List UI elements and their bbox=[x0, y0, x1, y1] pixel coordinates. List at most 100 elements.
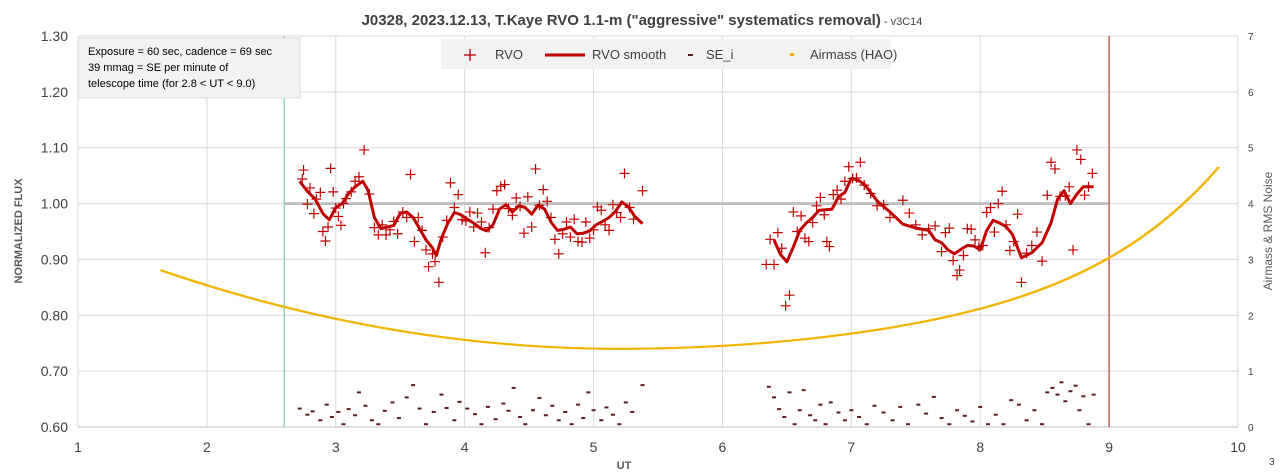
airmass-point bbox=[331, 317, 335, 320]
airmass-point bbox=[1199, 185, 1203, 188]
airmass-point bbox=[509, 343, 513, 346]
airmass-point bbox=[998, 302, 1002, 305]
rvo-point bbox=[917, 229, 928, 240]
airmass-point bbox=[449, 337, 453, 340]
airmass-point bbox=[229, 291, 233, 294]
airmass-point bbox=[1136, 238, 1140, 241]
airmass-point bbox=[307, 311, 311, 314]
airmass-point bbox=[464, 339, 468, 342]
airmass-point bbox=[333, 317, 337, 320]
rvo-point bbox=[421, 244, 431, 255]
airmass-point bbox=[1193, 191, 1197, 194]
rvo-point bbox=[433, 277, 444, 288]
airmass-point bbox=[740, 343, 744, 346]
airmass-point bbox=[177, 275, 181, 278]
airmass-point bbox=[972, 309, 976, 312]
airmass-point bbox=[1088, 267, 1092, 270]
airmass-point bbox=[246, 296, 250, 299]
rvo-point bbox=[772, 227, 783, 238]
rvo-point bbox=[576, 237, 587, 248]
y2-axis-label: Airmass & RMS Noise bbox=[1261, 171, 1275, 290]
airmass-point bbox=[1142, 234, 1146, 237]
airmass-point bbox=[254, 298, 258, 301]
airmass-point bbox=[393, 329, 397, 332]
airmass-point bbox=[1034, 290, 1038, 293]
airmass-point bbox=[1128, 244, 1132, 247]
airmass-point bbox=[704, 345, 708, 348]
airmass-point bbox=[800, 338, 804, 341]
airmass-point bbox=[587, 347, 591, 350]
x-tick-label: 5 bbox=[590, 439, 598, 455]
airmass-point bbox=[1080, 270, 1084, 273]
airmass-point bbox=[455, 337, 459, 340]
airmass-point bbox=[1078, 271, 1082, 274]
airmass-point bbox=[950, 314, 954, 317]
rvo-point bbox=[476, 217, 487, 228]
airmass-point bbox=[1021, 294, 1025, 297]
airmass-point bbox=[775, 340, 779, 343]
airmass-point bbox=[591, 347, 595, 350]
airmass-point bbox=[990, 304, 994, 307]
airmass-point bbox=[788, 339, 792, 342]
airmass-point bbox=[642, 347, 646, 350]
airmass-point bbox=[987, 305, 991, 308]
airmass-point bbox=[543, 345, 547, 348]
airmass-point bbox=[735, 343, 739, 346]
rvo-point bbox=[1031, 227, 1042, 238]
airmass-point bbox=[848, 332, 852, 335]
airmass-point bbox=[618, 347, 622, 350]
airmass-point bbox=[1204, 180, 1208, 183]
airmass-point bbox=[831, 334, 835, 337]
airmass-point bbox=[978, 307, 982, 310]
airmass-point bbox=[1023, 294, 1027, 297]
airmass-point bbox=[805, 337, 809, 340]
airmass-point bbox=[857, 331, 861, 334]
airmass-point bbox=[373, 325, 377, 328]
airmass-point bbox=[854, 331, 858, 334]
rvo-point bbox=[855, 157, 866, 168]
airmass-point bbox=[986, 305, 990, 308]
airmass-point bbox=[867, 330, 871, 333]
airmass-point bbox=[712, 345, 716, 348]
airmass-point bbox=[622, 347, 626, 350]
airmass-point bbox=[359, 322, 363, 325]
airmass-point bbox=[319, 314, 323, 317]
airmass-point bbox=[961, 312, 965, 315]
airmass-point bbox=[958, 312, 962, 315]
airmass-point bbox=[983, 306, 987, 309]
airmass-point bbox=[489, 341, 493, 344]
airmass-point bbox=[574, 347, 578, 350]
legend-rvo-smooth-label: RVO smooth bbox=[592, 47, 666, 62]
rvo-point bbox=[561, 217, 572, 228]
airmass-point bbox=[180, 276, 184, 279]
airmass-point bbox=[1213, 170, 1217, 173]
airmass-point bbox=[947, 315, 951, 318]
rvo-point bbox=[526, 222, 537, 233]
rvo-point bbox=[308, 208, 319, 219]
airmass-point bbox=[1120, 248, 1124, 251]
rvo-point bbox=[1016, 277, 1027, 288]
airmass-point bbox=[833, 334, 837, 337]
legend: RVO RVO smooth SE_i Airmass (HAO) bbox=[441, 39, 897, 69]
airmass-point bbox=[546, 345, 550, 348]
airmass-point bbox=[785, 339, 789, 342]
airmass-point bbox=[311, 312, 315, 315]
airmass-point bbox=[911, 322, 915, 325]
airmass-point bbox=[348, 320, 352, 323]
airmass-point bbox=[403, 330, 407, 333]
airmass-point bbox=[806, 337, 810, 340]
airmass-point bbox=[836, 334, 840, 337]
rvo-point bbox=[464, 206, 475, 217]
x-tick-label: 9 bbox=[1105, 439, 1113, 455]
airmass-point bbox=[641, 347, 645, 350]
rvo-point bbox=[769, 259, 779, 270]
airmass-point bbox=[426, 334, 430, 337]
airmass-point bbox=[293, 308, 297, 311]
airmass-point bbox=[701, 345, 705, 348]
airmass-point bbox=[463, 338, 467, 341]
airmass-point bbox=[212, 286, 216, 289]
airmass-point bbox=[225, 290, 229, 293]
airmass-point bbox=[1004, 300, 1008, 303]
rvo-point bbox=[553, 248, 564, 259]
airmass-point bbox=[1071, 275, 1075, 278]
